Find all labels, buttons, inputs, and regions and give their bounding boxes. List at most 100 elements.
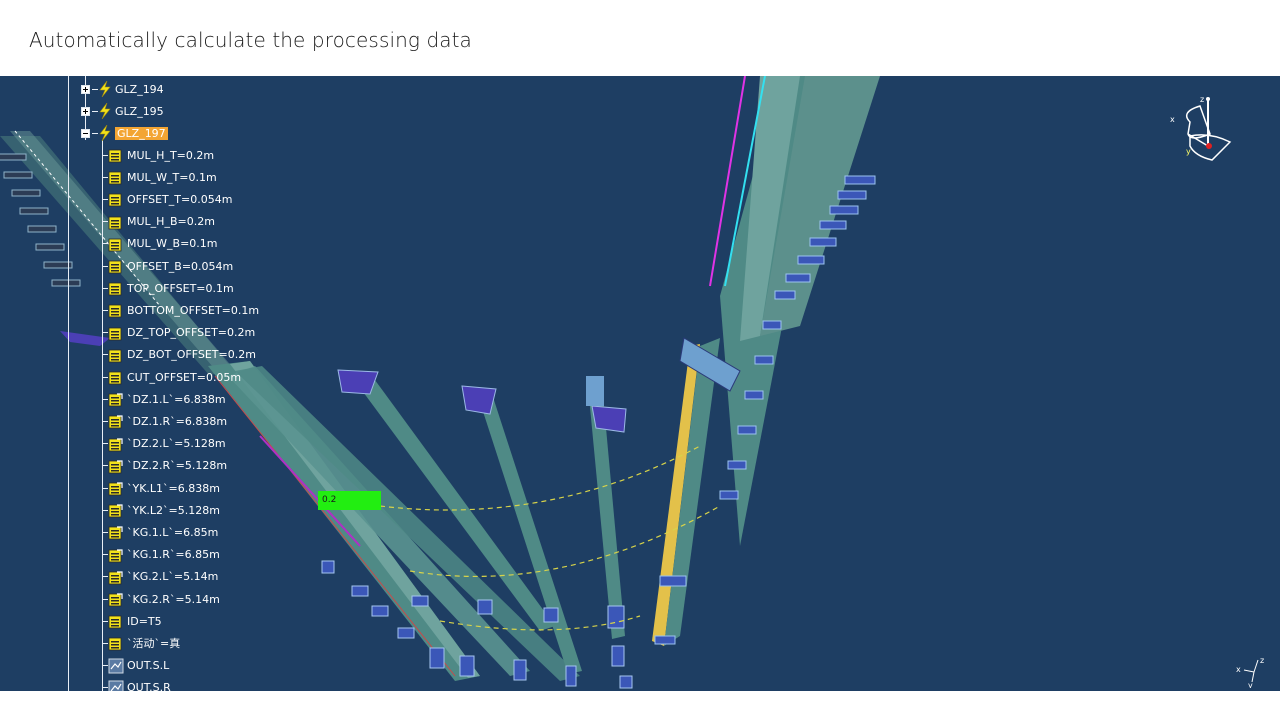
tree-param-label: `YK.L1`=6.838m xyxy=(127,481,220,495)
tree-param-label: OUT.S.R xyxy=(127,681,171,691)
compass-x-label: x xyxy=(1170,115,1175,124)
tree-param-row[interactable]: MUL_W_T=0.1m xyxy=(102,167,217,187)
tree-param-label: OFFSET_T=0.054m xyxy=(127,192,233,206)
tree-param-label: MUL_W_T=0.1m xyxy=(127,170,217,184)
tree-param-row[interactable]: TOP_OFFSET=0.1m xyxy=(102,278,234,298)
formula-parameter-icon xyxy=(108,393,123,407)
feature-bolt-icon xyxy=(99,103,111,119)
parameter-icon xyxy=(108,637,122,651)
tree-trunk-line xyxy=(68,76,69,691)
parameter-icon xyxy=(108,238,122,252)
tree-param-label: `KG.2.L`=5.14m xyxy=(127,570,219,584)
left-frame-structure xyxy=(0,130,240,381)
feature-bolt-icon xyxy=(99,81,111,97)
expand-toggle[interactable] xyxy=(81,84,90,94)
tree-param-label: ID=T5 xyxy=(127,614,162,628)
feature-bolt-icon xyxy=(99,125,111,141)
parameter-icon xyxy=(108,304,122,318)
parameter-icon xyxy=(108,193,122,207)
tree-branch-line xyxy=(102,140,103,691)
formula-parameter-icon xyxy=(108,571,123,585)
output-icon xyxy=(108,680,124,691)
parameter-icon xyxy=(108,327,122,340)
parameter-icon xyxy=(108,171,122,185)
tree-param-label: `DZ.1.L`=6.838m xyxy=(127,392,226,406)
parameter-icon xyxy=(108,260,122,274)
tree-param-label: TOP_OFFSET=0.1m xyxy=(127,281,234,295)
tree-param-row[interactable]: `DZ.2.R`=5.128m xyxy=(102,456,227,476)
formula-parameter-icon xyxy=(108,504,123,518)
slide-title: Automatically calculate the processing d… xyxy=(29,28,472,52)
tree-param-label: `KG.1.L`=6.85m xyxy=(127,525,219,539)
tree-param-label: `YK.L2`=5.128m xyxy=(127,503,220,517)
tree-param-row[interactable]: `KG.2.L`=5.14m xyxy=(102,567,218,587)
tree-param-row[interactable]: DZ_BOT_OFFSET=0.2m xyxy=(102,345,256,365)
purlin-beams xyxy=(337,369,627,674)
tree-param-label: `KG.1.R`=6.85m xyxy=(127,548,220,562)
dimension-guides xyxy=(379,445,721,631)
tree-param-label: `DZ.2.L`=5.128m xyxy=(127,437,226,451)
right-column xyxy=(652,76,880,646)
parameter-icon xyxy=(108,149,122,163)
tree-param-row[interactable]: `KG.1.R`=6.85m xyxy=(102,545,220,565)
tree-node-glz-197[interactable]: GLZ_197 xyxy=(81,123,168,143)
tree-node-label: GLZ_194 xyxy=(115,82,164,96)
tree-param-label: CUT_OFFSET=0.05m xyxy=(127,370,242,384)
tree-param-label: `DZ.1.R`=6.838m xyxy=(127,414,228,428)
expand-toggle[interactable] xyxy=(81,106,90,116)
output-icon xyxy=(108,658,124,674)
formula-parameter-icon xyxy=(108,526,123,540)
formula-parameter-icon xyxy=(108,460,123,474)
tree-param-row[interactable]: `YK.L2`=5.128m xyxy=(102,500,220,520)
tree-param-row[interactable]: CUT_OFFSET=0.05m xyxy=(102,367,241,387)
tree-param-row[interactable]: `DZ.2.L`=5.128m xyxy=(102,434,226,454)
3d-viewport[interactable]: 0.2 z x y z x y GLZ_194 xyxy=(0,76,1280,691)
compass-z-label: z xyxy=(1200,95,1204,104)
compass-icon[interactable]: z x y xyxy=(1160,94,1240,169)
tree-param-row[interactable]: BOTTOM_OFFSET=0.1m xyxy=(102,300,259,320)
tree-param-row[interactable]: `KG.2.R`=5.14m xyxy=(102,589,220,609)
formula-parameter-icon xyxy=(108,437,123,451)
mini-axis-y-label: y xyxy=(1248,681,1253,688)
tree-param-label: MUL_W_B=0.1m xyxy=(127,237,218,251)
tree-param-label: OFFSET_B=0.054m xyxy=(127,259,234,273)
tree-param-row[interactable]: ID=T5 xyxy=(102,611,162,631)
parameter-icon xyxy=(108,282,122,296)
tree-param-row[interactable]: `DZ.1.L`=6.838m xyxy=(102,389,226,409)
mini-axis-x-label: x xyxy=(1236,665,1241,674)
tree-param-row[interactable]: `DZ.1.R`=6.838m xyxy=(102,411,227,431)
formula-parameter-icon xyxy=(108,482,123,496)
tree-param-row[interactable]: MUL_H_B=0.2m xyxy=(102,212,215,232)
tree-param-row[interactable]: OFFSET_T=0.054m xyxy=(102,189,232,209)
collapse-toggle[interactable] xyxy=(81,128,90,138)
tree-param-row[interactable]: OUT.S.L xyxy=(102,656,169,676)
tree-node-glz-195[interactable]: GLZ_195 xyxy=(81,101,164,121)
tree-param-row[interactable]: `YK.L1`=6.838m xyxy=(102,478,220,498)
formula-parameter-icon xyxy=(108,415,123,429)
specification-tree[interactable]: GLZ_194 GLZ_195 GLZ_197 MUL_H_T=0.2m MUL_… xyxy=(0,76,260,691)
tree-param-label: BOTTOM_OFFSET=0.1m xyxy=(127,303,260,317)
tree-param-row[interactable]: OUT.S.R xyxy=(102,678,171,691)
base-brackets xyxy=(321,560,633,689)
tree-node-glz-194[interactable]: GLZ_194 xyxy=(81,79,164,99)
measure-tag[interactable]: 0.2 xyxy=(318,491,381,510)
tree-node-label-selected: GLZ_197 xyxy=(115,126,168,140)
tree-param-label: `活动`=真 xyxy=(127,637,181,651)
tree-param-row[interactable]: OFFSET_B=0.054m xyxy=(102,256,233,276)
tree-param-row[interactable]: `KG.1.L`=6.85m xyxy=(102,522,218,542)
formula-parameter-icon xyxy=(108,548,123,562)
3d-scene[interactable] xyxy=(0,76,1280,691)
axis-triad-icon: z x y xyxy=(1236,656,1264,688)
parameter-icon xyxy=(108,371,122,385)
tree-param-label: `KG.2.R`=5.14m xyxy=(127,592,220,606)
tree-param-row[interactable]: MUL_W_B=0.1m xyxy=(102,234,218,254)
tree-param-row[interactable]: `活动`=真 xyxy=(102,633,180,653)
tree-param-label: MUL_H_B=0.2m xyxy=(127,215,215,229)
tree-param-label: `DZ.2.R`=5.128m xyxy=(127,459,228,473)
formula-parameter-icon xyxy=(108,593,123,607)
tree-node-label: GLZ_195 xyxy=(115,104,164,118)
tree-param-row[interactable]: DZ_TOP_OFFSET=0.2m xyxy=(102,323,255,343)
tree-param-row[interactable]: MUL_H_T=0.2m xyxy=(102,145,214,165)
parameter-icon xyxy=(108,349,122,363)
tree-param-label: OUT.S.L xyxy=(127,659,170,673)
